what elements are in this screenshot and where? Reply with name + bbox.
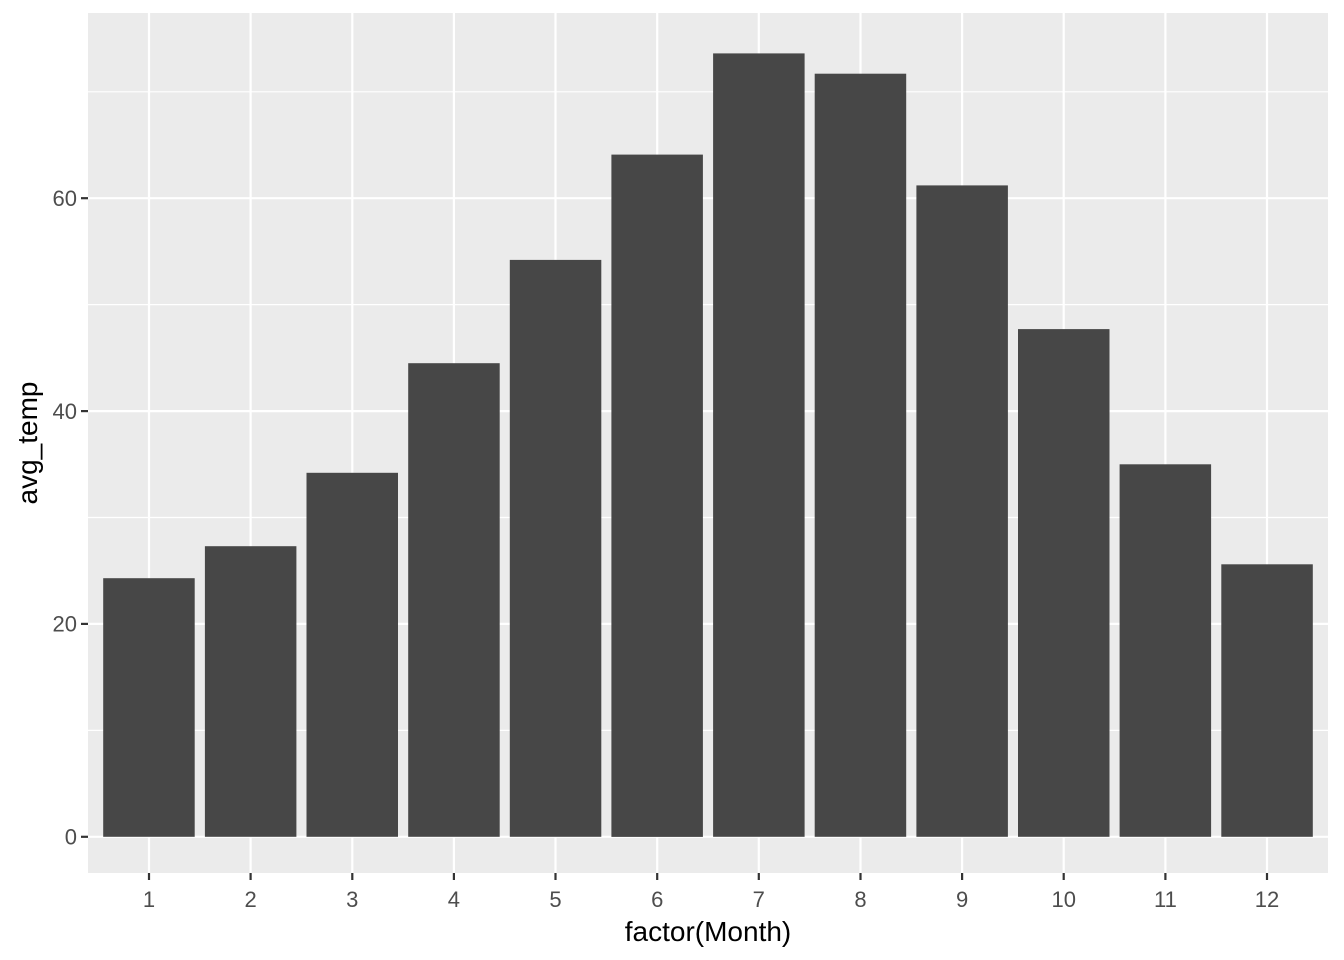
bar <box>814 73 907 837</box>
x-tick-label: 6 <box>651 887 663 912</box>
y-axis-tick-labels: 0 20 40 60 <box>53 186 77 850</box>
x-tick-label: 5 <box>549 887 561 912</box>
x-tick-label: 2 <box>244 887 256 912</box>
bar <box>916 185 1008 837</box>
bar-series <box>103 53 1313 837</box>
x-axis-tick-labels: 1 2 3 4 5 6 7 8 9 10 11 12 <box>143 887 1279 912</box>
bar <box>1018 329 1110 837</box>
bar <box>713 53 805 837</box>
bar <box>103 578 195 837</box>
x-tick-label: 4 <box>448 887 460 912</box>
x-axis-title: factor(Month) <box>625 916 792 947</box>
y-tick-label: 60 <box>53 186 77 211</box>
bar <box>611 154 703 837</box>
y-axis-tick-marks <box>81 197 88 838</box>
bar <box>306 472 398 837</box>
y-tick-label: 20 <box>53 612 77 637</box>
y-axis-title: avg_temp <box>12 382 43 505</box>
x-tick-label: 9 <box>956 887 968 912</box>
x-tick-label: 3 <box>346 887 358 912</box>
x-tick-label: 7 <box>753 887 765 912</box>
bar <box>408 363 500 837</box>
x-tick-label: 10 <box>1051 887 1075 912</box>
bar <box>1221 564 1313 837</box>
x-tick-label: 12 <box>1255 887 1279 912</box>
y-tick-label: 40 <box>53 399 77 424</box>
x-tick-label: 11 <box>1154 887 1177 912</box>
x-tick-label: 1 <box>143 887 155 912</box>
bar <box>509 259 602 837</box>
bar <box>204 546 297 837</box>
bar <box>1119 464 1212 837</box>
x-axis-tick-marks <box>147 873 1269 880</box>
y-tick-label: 0 <box>65 825 77 850</box>
x-tick-label: 8 <box>854 887 866 912</box>
